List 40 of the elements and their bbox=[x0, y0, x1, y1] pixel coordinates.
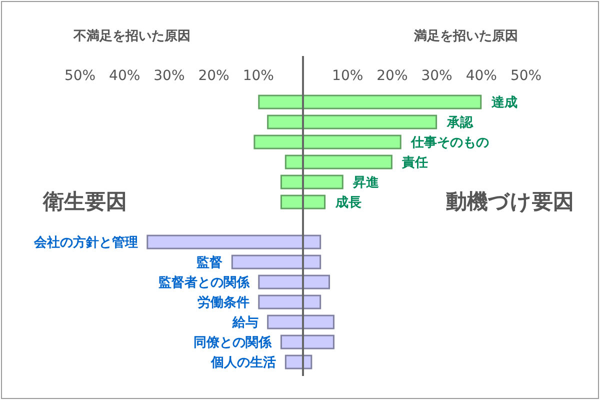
y-tick-label: 仕事そのもの bbox=[410, 136, 490, 151]
y-tick-label: 給与 bbox=[231, 316, 258, 331]
bar bbox=[254, 134, 402, 150]
x-tick-label: 40% bbox=[466, 68, 497, 84]
y-tick-label: 責任 bbox=[401, 156, 428, 171]
y-tick-label: 昇進 bbox=[352, 176, 380, 191]
y-tick-label: 承認 bbox=[446, 114, 474, 131]
bar bbox=[267, 114, 438, 130]
x-tick-label: 20% bbox=[198, 68, 230, 84]
y-tick-label: 成長 bbox=[334, 196, 362, 211]
x-tick-label: 50% bbox=[64, 68, 96, 84]
x-tick-label: 50% bbox=[510, 68, 542, 84]
bar bbox=[258, 94, 482, 110]
y-tick-label: 会社の方針と管理 bbox=[32, 234, 138, 251]
y-tick-label: 同僚との関係 bbox=[194, 336, 273, 351]
bar bbox=[258, 294, 322, 310]
x-tick-label: 10% bbox=[332, 68, 364, 84]
bar bbox=[284, 154, 392, 170]
text: 不満足を招いた原因 bbox=[72, 29, 190, 44]
x-tick-label: 30% bbox=[421, 68, 452, 84]
bar bbox=[146, 234, 322, 250]
x-tick-label: 40% bbox=[109, 68, 140, 84]
x-tick-label: 10% bbox=[242, 68, 274, 84]
bar bbox=[231, 254, 322, 270]
series-label: 衛生要因 bbox=[42, 190, 127, 214]
bar bbox=[280, 334, 334, 350]
bar bbox=[258, 274, 330, 290]
y-tick-label: 監督 bbox=[196, 254, 224, 271]
text: 動機づけ要因 bbox=[445, 190, 574, 214]
x-tick-label: 20% bbox=[376, 68, 408, 84]
bar bbox=[267, 314, 334, 330]
bar bbox=[280, 194, 326, 210]
x-tick-label: 30% bbox=[154, 68, 185, 84]
bar bbox=[284, 354, 312, 370]
y-tick-label: 個人の生活 bbox=[210, 356, 276, 371]
bar bbox=[280, 174, 344, 190]
y-tick-label: 達成 bbox=[490, 96, 518, 111]
y-tick-label: 労働条件 bbox=[197, 294, 250, 311]
y-tick-label: 監督者との関係 bbox=[158, 274, 250, 291]
text: 満足を招いた原因 bbox=[413, 29, 518, 44]
